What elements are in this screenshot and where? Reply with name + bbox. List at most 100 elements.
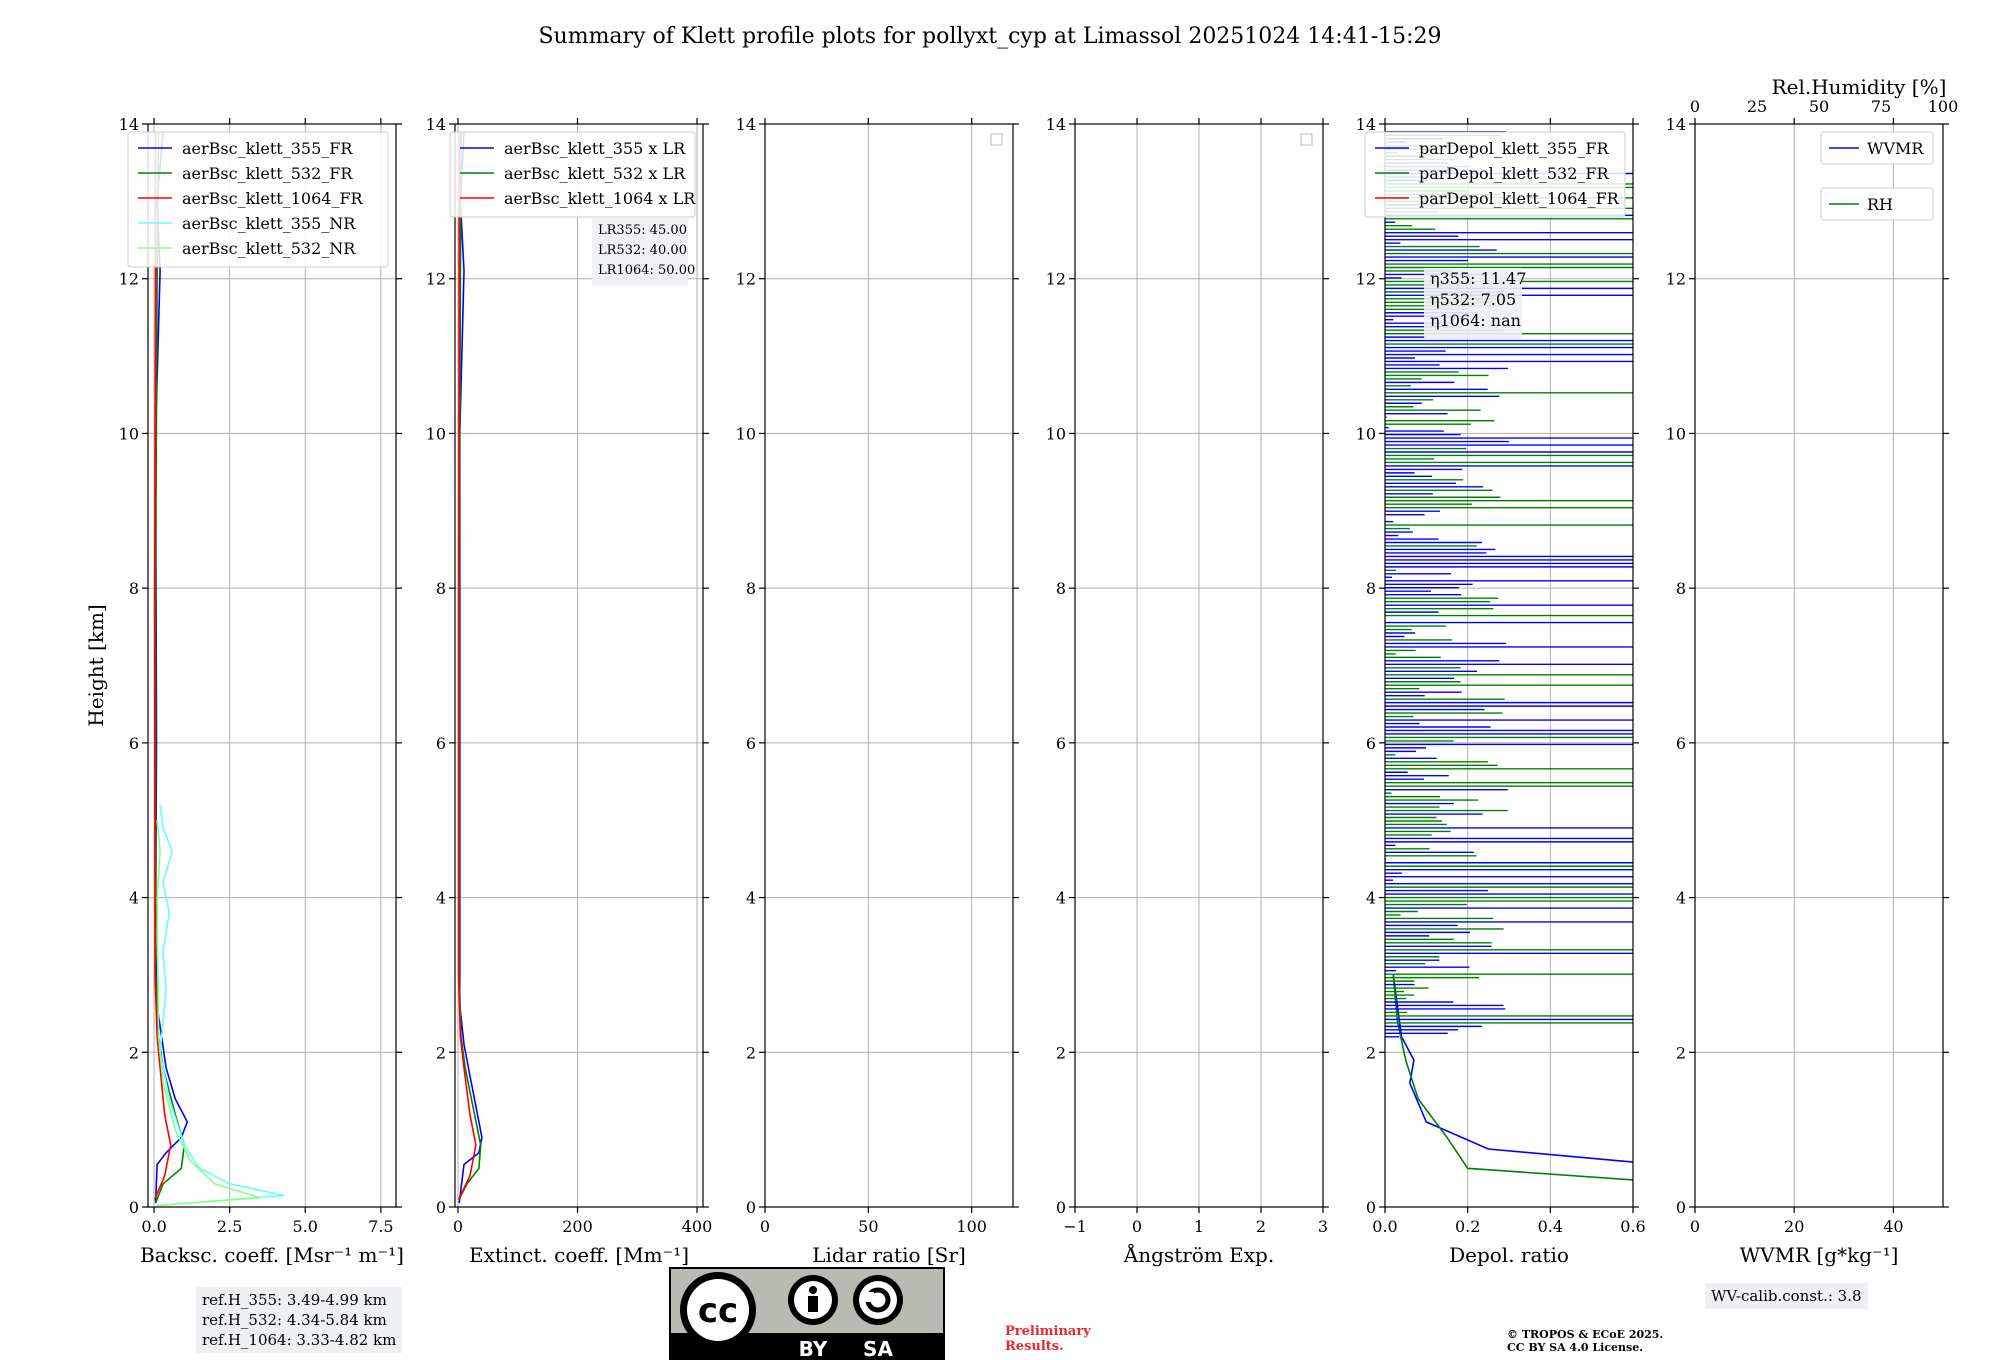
wv-calib-text: WV-calib.const.: 3.8 xyxy=(1711,1287,1862,1305)
top-x-tick-label: 75 xyxy=(1871,97,1891,116)
y-tick-label: 2 xyxy=(129,1043,139,1062)
y-tick-label: 2 xyxy=(1676,1043,1686,1062)
y-tick-label: 8 xyxy=(1366,579,1376,598)
y-tick-label: 8 xyxy=(436,579,446,598)
y-tick-label: 0 xyxy=(129,1198,139,1217)
y-tick-label: 12 xyxy=(426,270,446,289)
y-tick-label: 6 xyxy=(1366,734,1376,753)
series-line-aerBsc_klett_1064 x LR xyxy=(457,131,477,1200)
y-tick-label: 4 xyxy=(436,889,446,908)
panel-lidar_ratio: 0 2 4 6 8 10 12 14 0 50 100 Lidar ratio [Sr] xyxy=(736,115,1019,1267)
x-tick-label: −1 xyxy=(1063,1217,1087,1236)
y-tick-label: 10 xyxy=(736,424,756,443)
y-tick-label: 12 xyxy=(1666,270,1686,289)
annotation-line: η532: 7.05 xyxy=(1430,290,1516,309)
legend-box xyxy=(127,131,389,268)
legend-label: aerBsc_klett_355_NR xyxy=(182,214,356,233)
series-line-parDepol_klett_532_FR xyxy=(1392,974,1634,1181)
y-tick-label: 6 xyxy=(129,734,139,753)
legend-label: RH xyxy=(1867,195,1893,214)
empty-legend-box xyxy=(1300,133,1313,146)
by-label: BY xyxy=(799,1337,828,1360)
legend-box xyxy=(1820,187,1934,221)
legend-label: aerBsc_klett_532 x LR xyxy=(504,164,686,183)
empty-legend-box xyxy=(990,133,1003,146)
x-tick-label: 2.5 xyxy=(217,1217,242,1236)
y-tick-label: 8 xyxy=(746,579,756,598)
y-tick-label: 6 xyxy=(746,734,756,753)
x-tick-label: 20 xyxy=(1784,1217,1804,1236)
y-tick-label: 4 xyxy=(1676,889,1686,908)
x-tick-label: 0 xyxy=(760,1217,770,1236)
legend-label: aerBsc_klett_1064_FR xyxy=(182,189,364,208)
y-tick-label: 12 xyxy=(1046,270,1066,289)
preliminary-line-1: Preliminary xyxy=(1005,1324,1091,1339)
x-axis-label: Lidar ratio [Sr] xyxy=(812,1243,966,1267)
series-line-aerBsc_klett_1064_FR xyxy=(153,131,172,1200)
x-axis-label: Ångström Exp. xyxy=(1123,1242,1274,1267)
sa-label: SA xyxy=(863,1337,893,1360)
y-tick-label: 8 xyxy=(129,579,139,598)
cc-license-badge: cc BY SA xyxy=(669,1267,945,1360)
annotation-line: η1064: nan xyxy=(1430,311,1521,330)
axes-frame xyxy=(1694,123,1944,1208)
axes-frame xyxy=(454,123,704,1208)
y-tick-label: 2 xyxy=(1056,1043,1066,1062)
copyright-line-2: CC BY SA 4.0 License. xyxy=(1507,1341,1644,1354)
copyright-note: © TROPOS & ECoE 2025. CC BY SA 4.0 Licen… xyxy=(1507,1328,1663,1354)
panel-backscatter: 0 2 4 6 8 10 12 14 0.0 2.5 5.0 7.5 Backsc. coeff. [M… xyxy=(84,115,404,1267)
refh-532: ref.H_532: 4.34-5.84 km xyxy=(202,1311,387,1329)
x-tick-label: 5.0 xyxy=(293,1217,318,1236)
panel-depol: 0 2 4 6 8 10 12 14 0.0 0.2 0.4 0.6 Depol. ratio parDe… xyxy=(1356,115,1646,1267)
series-line-aerBsc_klett_355_NR xyxy=(157,804,285,1207)
x-axis-label: Depol. ratio xyxy=(1449,1243,1569,1267)
y-tick-label: 8 xyxy=(1676,579,1686,598)
legend-label: aerBsc_klett_532_NR xyxy=(182,239,356,258)
refh-355: ref.H_355: 3.49-4.99 km xyxy=(202,1291,387,1309)
axes-frame xyxy=(1384,123,1634,1208)
top-x-tick-label: 25 xyxy=(1747,97,1767,116)
y-tick-label: 14 xyxy=(1046,115,1066,134)
x-tick-label: 400 xyxy=(682,1217,713,1236)
cc-logo-text: cc xyxy=(698,1291,738,1331)
series-line-parDepol_klett_355_FR xyxy=(1392,974,1634,1163)
x-tick-label: 100 xyxy=(956,1217,987,1236)
x-tick-label: 2 xyxy=(1256,1217,1266,1236)
y-axis-label: Height [km] xyxy=(84,604,108,726)
y-tick-label: 4 xyxy=(1056,889,1066,908)
legend-box xyxy=(1364,131,1626,218)
legend-label: WVMR xyxy=(1867,139,1924,158)
y-tick-label: 0 xyxy=(436,1198,446,1217)
x-tick-label: 3 xyxy=(1318,1217,1328,1236)
x-tick-label: 0.6 xyxy=(1620,1217,1645,1236)
x-tick-label: 0.4 xyxy=(1538,1217,1563,1236)
x-axis-label: Backsc. coeff. [Msr⁻¹ m⁻¹] xyxy=(140,1243,404,1267)
x-axis-label: Extinct. coeff. [Mm⁻¹] xyxy=(469,1243,689,1267)
y-tick-label: 10 xyxy=(426,424,446,443)
panel-extinction: 0 2 4 6 8 10 12 14 0 200 400 Extinct. coeff. [Mm⁻¹]… xyxy=(426,115,713,1267)
y-tick-label: 14 xyxy=(1666,115,1686,134)
y-tick-label: 12 xyxy=(1356,270,1376,289)
preliminary-line-2: Results. xyxy=(1005,1339,1064,1354)
legend-label: aerBsc_klett_355_FR xyxy=(182,139,353,158)
y-tick-label: 2 xyxy=(436,1043,446,1062)
y-tick-label: 10 xyxy=(1046,424,1066,443)
y-tick-label: 4 xyxy=(129,889,139,908)
x-tick-label: 50 xyxy=(858,1217,878,1236)
y-tick-label: 10 xyxy=(1666,424,1686,443)
preliminary-note: Preliminary Results. xyxy=(1005,1324,1091,1354)
x-tick-label: 0 xyxy=(453,1217,463,1236)
y-tick-label: 6 xyxy=(436,734,446,753)
axes-frame xyxy=(764,123,1014,1208)
legend-box xyxy=(449,131,696,218)
x-tick-label: 200 xyxy=(562,1217,593,1236)
legend-label: aerBsc_klett_355 x LR xyxy=(504,139,686,158)
figure-title: Summary of Klett profile plots for polly… xyxy=(538,24,1441,49)
y-tick-label: 0 xyxy=(746,1198,756,1217)
y-tick-label: 10 xyxy=(119,424,139,443)
legend-label: aerBsc_klett_532_FR xyxy=(182,164,353,183)
top-x-tick-label: 0 xyxy=(1690,97,1700,116)
y-tick-label: 6 xyxy=(1676,734,1686,753)
y-tick-label: 4 xyxy=(746,889,756,908)
